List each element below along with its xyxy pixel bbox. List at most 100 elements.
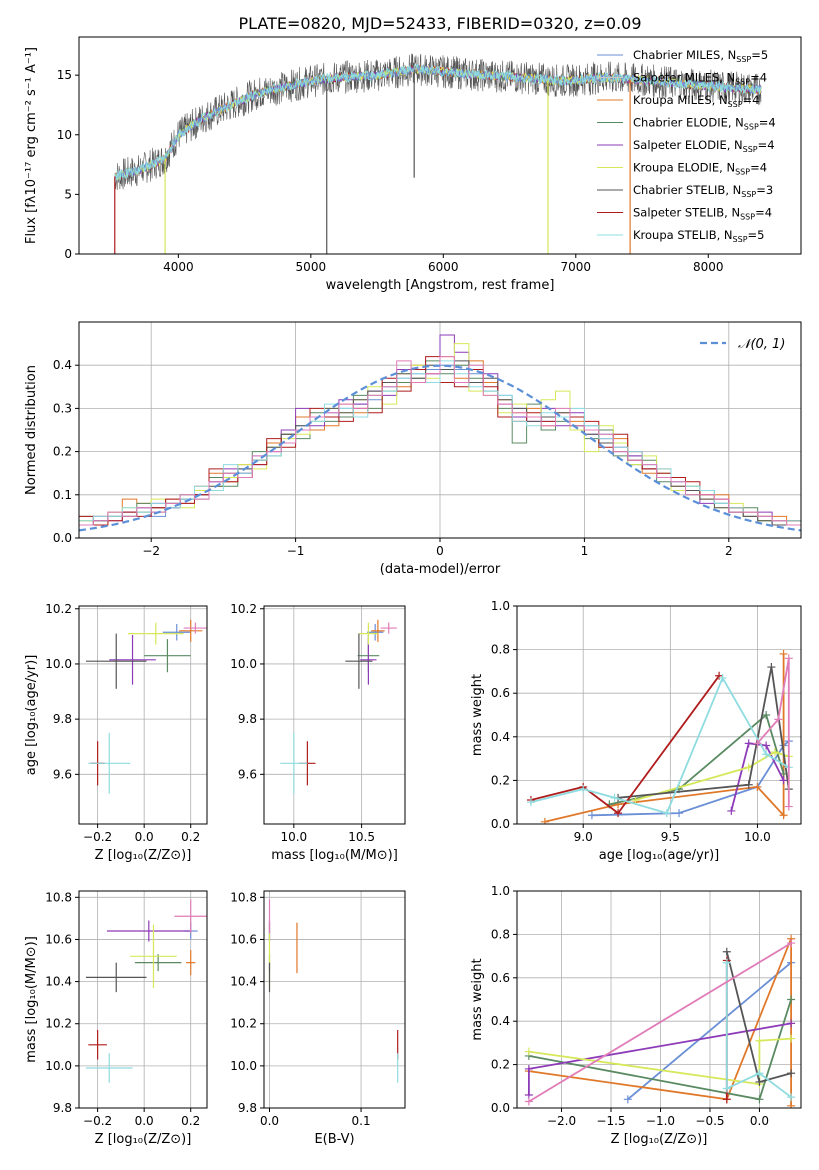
legend-entry: Kroupa ELODIE, NSSP=4 [633, 161, 767, 177]
weight-marker [755, 1036, 764, 1045]
x-tick-label: 8000 [693, 260, 724, 274]
weight-marker [753, 782, 762, 791]
legend-entry-text: Kroupa STELIB, N [633, 228, 733, 242]
weight-marker [787, 1101, 796, 1108]
x-tick-label: −2.0 [547, 1114, 576, 1128]
y-tick-label: 0.6 [491, 971, 510, 985]
x-tick-label: 0.2 [181, 830, 200, 844]
legend-entry: Salpeter STELIB, NSSP=4 [633, 206, 772, 222]
axes-frame [78, 36, 802, 255]
legend-entry-subscript: SSP [741, 190, 756, 199]
weight-marker [753, 739, 762, 748]
weight-marker [755, 1095, 764, 1104]
axes-Z-weight: −2.0 −1.5 −1.0 −0.5 0.0 0.0 0.2 0.4 0.6 0.8 1.0 Z [… [470, 884, 802, 1147]
y-tick-label: 0.2 [491, 773, 510, 787]
x-tick-label: 1 [581, 544, 589, 558]
legend-entry-text: Chabrier MILES, N [633, 48, 736, 62]
axes-age-weight: 9.0 9.5 10.0 0.0 0.2 0.4 0.6 0.8 1.0 age [log₁₀(a… [470, 599, 802, 863]
legend-entry: Salpeter ELODIE, NSSP=4 [633, 138, 775, 154]
weight-marker [524, 1047, 533, 1056]
legend-entry-count: =4 [755, 206, 772, 220]
weight-marker [770, 748, 779, 757]
axes-mass-age: 10.0 10.5 9.6 9.8 10.0 10.2 mass [log₁₀(M/M⊙)] [230, 602, 406, 863]
x-tick-label: 9.0 [574, 830, 593, 844]
y-tick-label: 10.6 [45, 932, 72, 946]
legend-entry-subscript: SSP [740, 213, 755, 222]
weight-marker [755, 1077, 764, 1086]
weight-marker [526, 798, 535, 807]
weight-marker [787, 939, 796, 948]
weight-marker [614, 809, 623, 818]
legend-entry-count: =4 [750, 71, 767, 85]
y-tick-label: 10.6 [230, 932, 257, 946]
legend-entry-text: Kroupa ELODIE, N [633, 161, 735, 175]
legend-entry-count: =4 [758, 138, 775, 152]
plot-area [526, 649, 793, 824]
weight-marker [744, 739, 753, 748]
plot-area [280, 619, 397, 794]
legend-entry-text: Salpeter STELIB, N [633, 206, 740, 220]
y-tick-label: 5 [64, 187, 72, 201]
y-tick-label: 9.8 [53, 712, 72, 726]
y-tick-label: 1.0 [491, 599, 510, 613]
legend-entry-count: =4 [759, 116, 776, 130]
weight-marker [722, 1095, 731, 1104]
weight-marker [631, 796, 640, 805]
plot-area [79, 334, 801, 538]
legend-entry-subscript: SSP [743, 145, 758, 154]
weight-line [725, 962, 792, 1098]
weight-line [618, 666, 790, 799]
weight-marker [744, 780, 753, 789]
x-axis-label: Z [log₁₀(Z/Z⊙)] [95, 848, 192, 863]
y-tick-label: 0.0 [491, 1101, 510, 1115]
weight-marker [787, 1019, 796, 1028]
legend-entry: Kroupa MILES, NSSP=4 [633, 93, 759, 109]
y-tick-label: 0.4 [491, 1014, 510, 1028]
weight-marker [662, 809, 671, 818]
legend-entry-subscript: SSP [728, 100, 743, 109]
weight-marker [610, 793, 619, 802]
weight-marker [722, 1084, 731, 1093]
weight-marker [524, 1064, 533, 1073]
weight-marker [787, 1093, 796, 1102]
weight-marker [787, 1069, 796, 1078]
legend-entry-count: =5 [748, 228, 765, 242]
weight-marker [540, 817, 549, 824]
legend-entry-subscript: SSP [735, 78, 750, 87]
y-tick-label: 0.8 [491, 643, 510, 657]
y-axis-label: Flux [fλ10⁻¹⁷ erg cm⁻² s⁻¹ A⁻¹] [24, 47, 39, 244]
y-tick-label: 10 [57, 128, 72, 142]
axes-frame [78, 605, 208, 825]
weight-line [528, 1022, 792, 1095]
weight-marker [587, 811, 596, 820]
y-tick-label: 10.4 [45, 975, 72, 989]
weight-marker [755, 1069, 764, 1078]
y-axis-label: age [log₁₀(age/yr)] [24, 655, 39, 776]
x-tick-label: 0 [436, 544, 444, 558]
x-tick-label: 0.0 [750, 1114, 769, 1128]
y-tick-label: 15 [57, 68, 72, 82]
legend-entry: Chabrier MILES, NSSP=5 [633, 48, 768, 64]
y-tick-label: 9.8 [238, 712, 257, 726]
x-tick-label: −1.0 [646, 1114, 675, 1128]
y-axis-label: mass weight [470, 958, 485, 1040]
x-tick-label: 0.0 [260, 1114, 279, 1128]
y-tick-label: 10.2 [45, 602, 72, 616]
y-tick-label: 10.0 [45, 657, 72, 671]
legend-entry-count: =4 [743, 93, 760, 107]
y-axis-label: Normed distribution [24, 365, 39, 495]
y-tick-label: 9.8 [238, 1101, 257, 1115]
y-tick-label: 10.8 [45, 890, 72, 904]
y-tick-label: 0.2 [53, 445, 72, 459]
legend-entry: Salpeter MILES, NSSP=4 [633, 71, 767, 87]
x-tick-label: 0.0 [135, 830, 154, 844]
axes-spectrum: 4000 5000 6000 7000 8000 0 5 10 15 wavelength [An… [24, 36, 802, 293]
axes-frame [263, 890, 406, 1109]
y-tick-label: 9.8 [53, 1101, 72, 1115]
y-tick-label: 0.6 [491, 686, 510, 700]
y-tick-label: 0.2 [491, 1058, 510, 1072]
x-tick-label: 0.2 [181, 1114, 200, 1128]
plot-area [85, 619, 207, 794]
legend-entry: Chabrier ELODIE, NSSP=4 [633, 116, 776, 132]
x-tick-label: −2 [142, 544, 160, 558]
